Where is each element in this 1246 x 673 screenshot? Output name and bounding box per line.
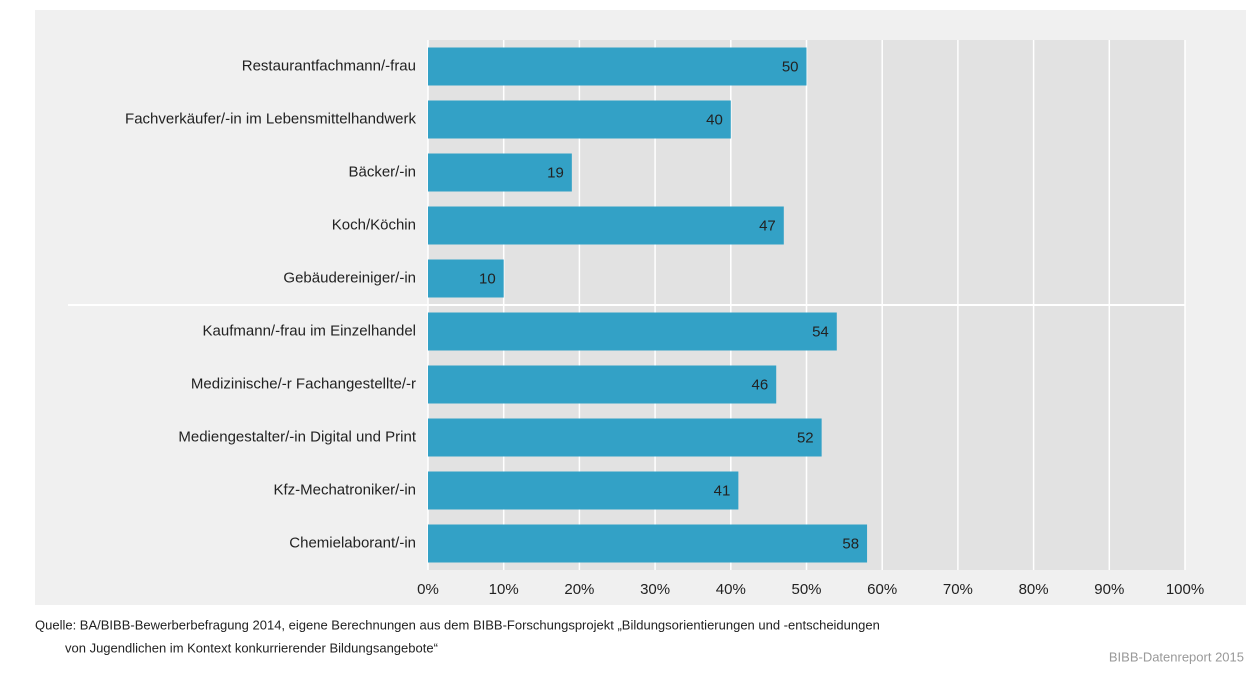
x-tick-label: 80% xyxy=(1019,581,1049,598)
y-tick-label: Chemielaborant/-in xyxy=(289,534,416,551)
y-tick-label: Bäcker/-in xyxy=(348,163,416,180)
data-label: 19 xyxy=(547,164,564,181)
x-tick-label: 70% xyxy=(943,581,973,598)
data-label: 10 xyxy=(479,270,496,287)
data-label: 47 xyxy=(759,217,776,234)
source-line: von Jugendlichen im Kontext konkurrieren… xyxy=(65,640,438,655)
bar xyxy=(428,153,572,192)
bar xyxy=(428,100,731,139)
data-label: 54 xyxy=(812,323,829,340)
x-tick-label: 0% xyxy=(417,581,439,598)
x-tick-label: 30% xyxy=(640,581,670,598)
y-tick-label: Gebäudereiniger/-in xyxy=(283,269,416,286)
x-tick-label: 60% xyxy=(867,581,897,598)
x-tick-label: 20% xyxy=(564,581,594,598)
bar xyxy=(428,206,784,245)
x-tick-label: 10% xyxy=(489,581,519,598)
x-tick-label: 40% xyxy=(716,581,746,598)
data-label: 58 xyxy=(842,535,859,552)
bar xyxy=(428,259,504,298)
footer: BIBB-Datenreport 2015 xyxy=(1109,649,1244,664)
y-tick-label: Kfz-Mechatroniker/-in xyxy=(273,481,416,498)
data-label: 52 xyxy=(797,429,814,446)
bar xyxy=(428,47,807,86)
source-line: Quelle: BA/BIBB-Bewerberbefragung 2014, … xyxy=(35,617,880,632)
y-tick-label: Kaufmann/-frau im Einzelhandel xyxy=(203,322,416,339)
bar xyxy=(428,418,822,457)
data-label: 50 xyxy=(782,58,799,75)
data-label: 46 xyxy=(752,376,769,393)
y-tick-label: Restaurantfachmann/-frau xyxy=(242,57,416,74)
x-tick-label: 100% xyxy=(1166,581,1204,598)
data-label: 41 xyxy=(714,482,731,499)
bar xyxy=(428,471,739,510)
bar xyxy=(428,365,777,404)
y-tick-label: Mediengestalter/-in Digital und Print xyxy=(178,428,416,445)
y-tick-label: Fachverkäufer/-in im Lebensmittelhandwer… xyxy=(125,110,416,127)
bar xyxy=(428,524,868,563)
data-label: 40 xyxy=(706,111,723,128)
y-tick-label: Medizinische/-r Fachangestellte/-r xyxy=(191,375,416,392)
x-tick-label: 50% xyxy=(791,581,821,598)
x-tick-label: 90% xyxy=(1094,581,1124,598)
y-tick-label: Koch/Köchin xyxy=(332,216,416,233)
bar xyxy=(428,312,837,351)
